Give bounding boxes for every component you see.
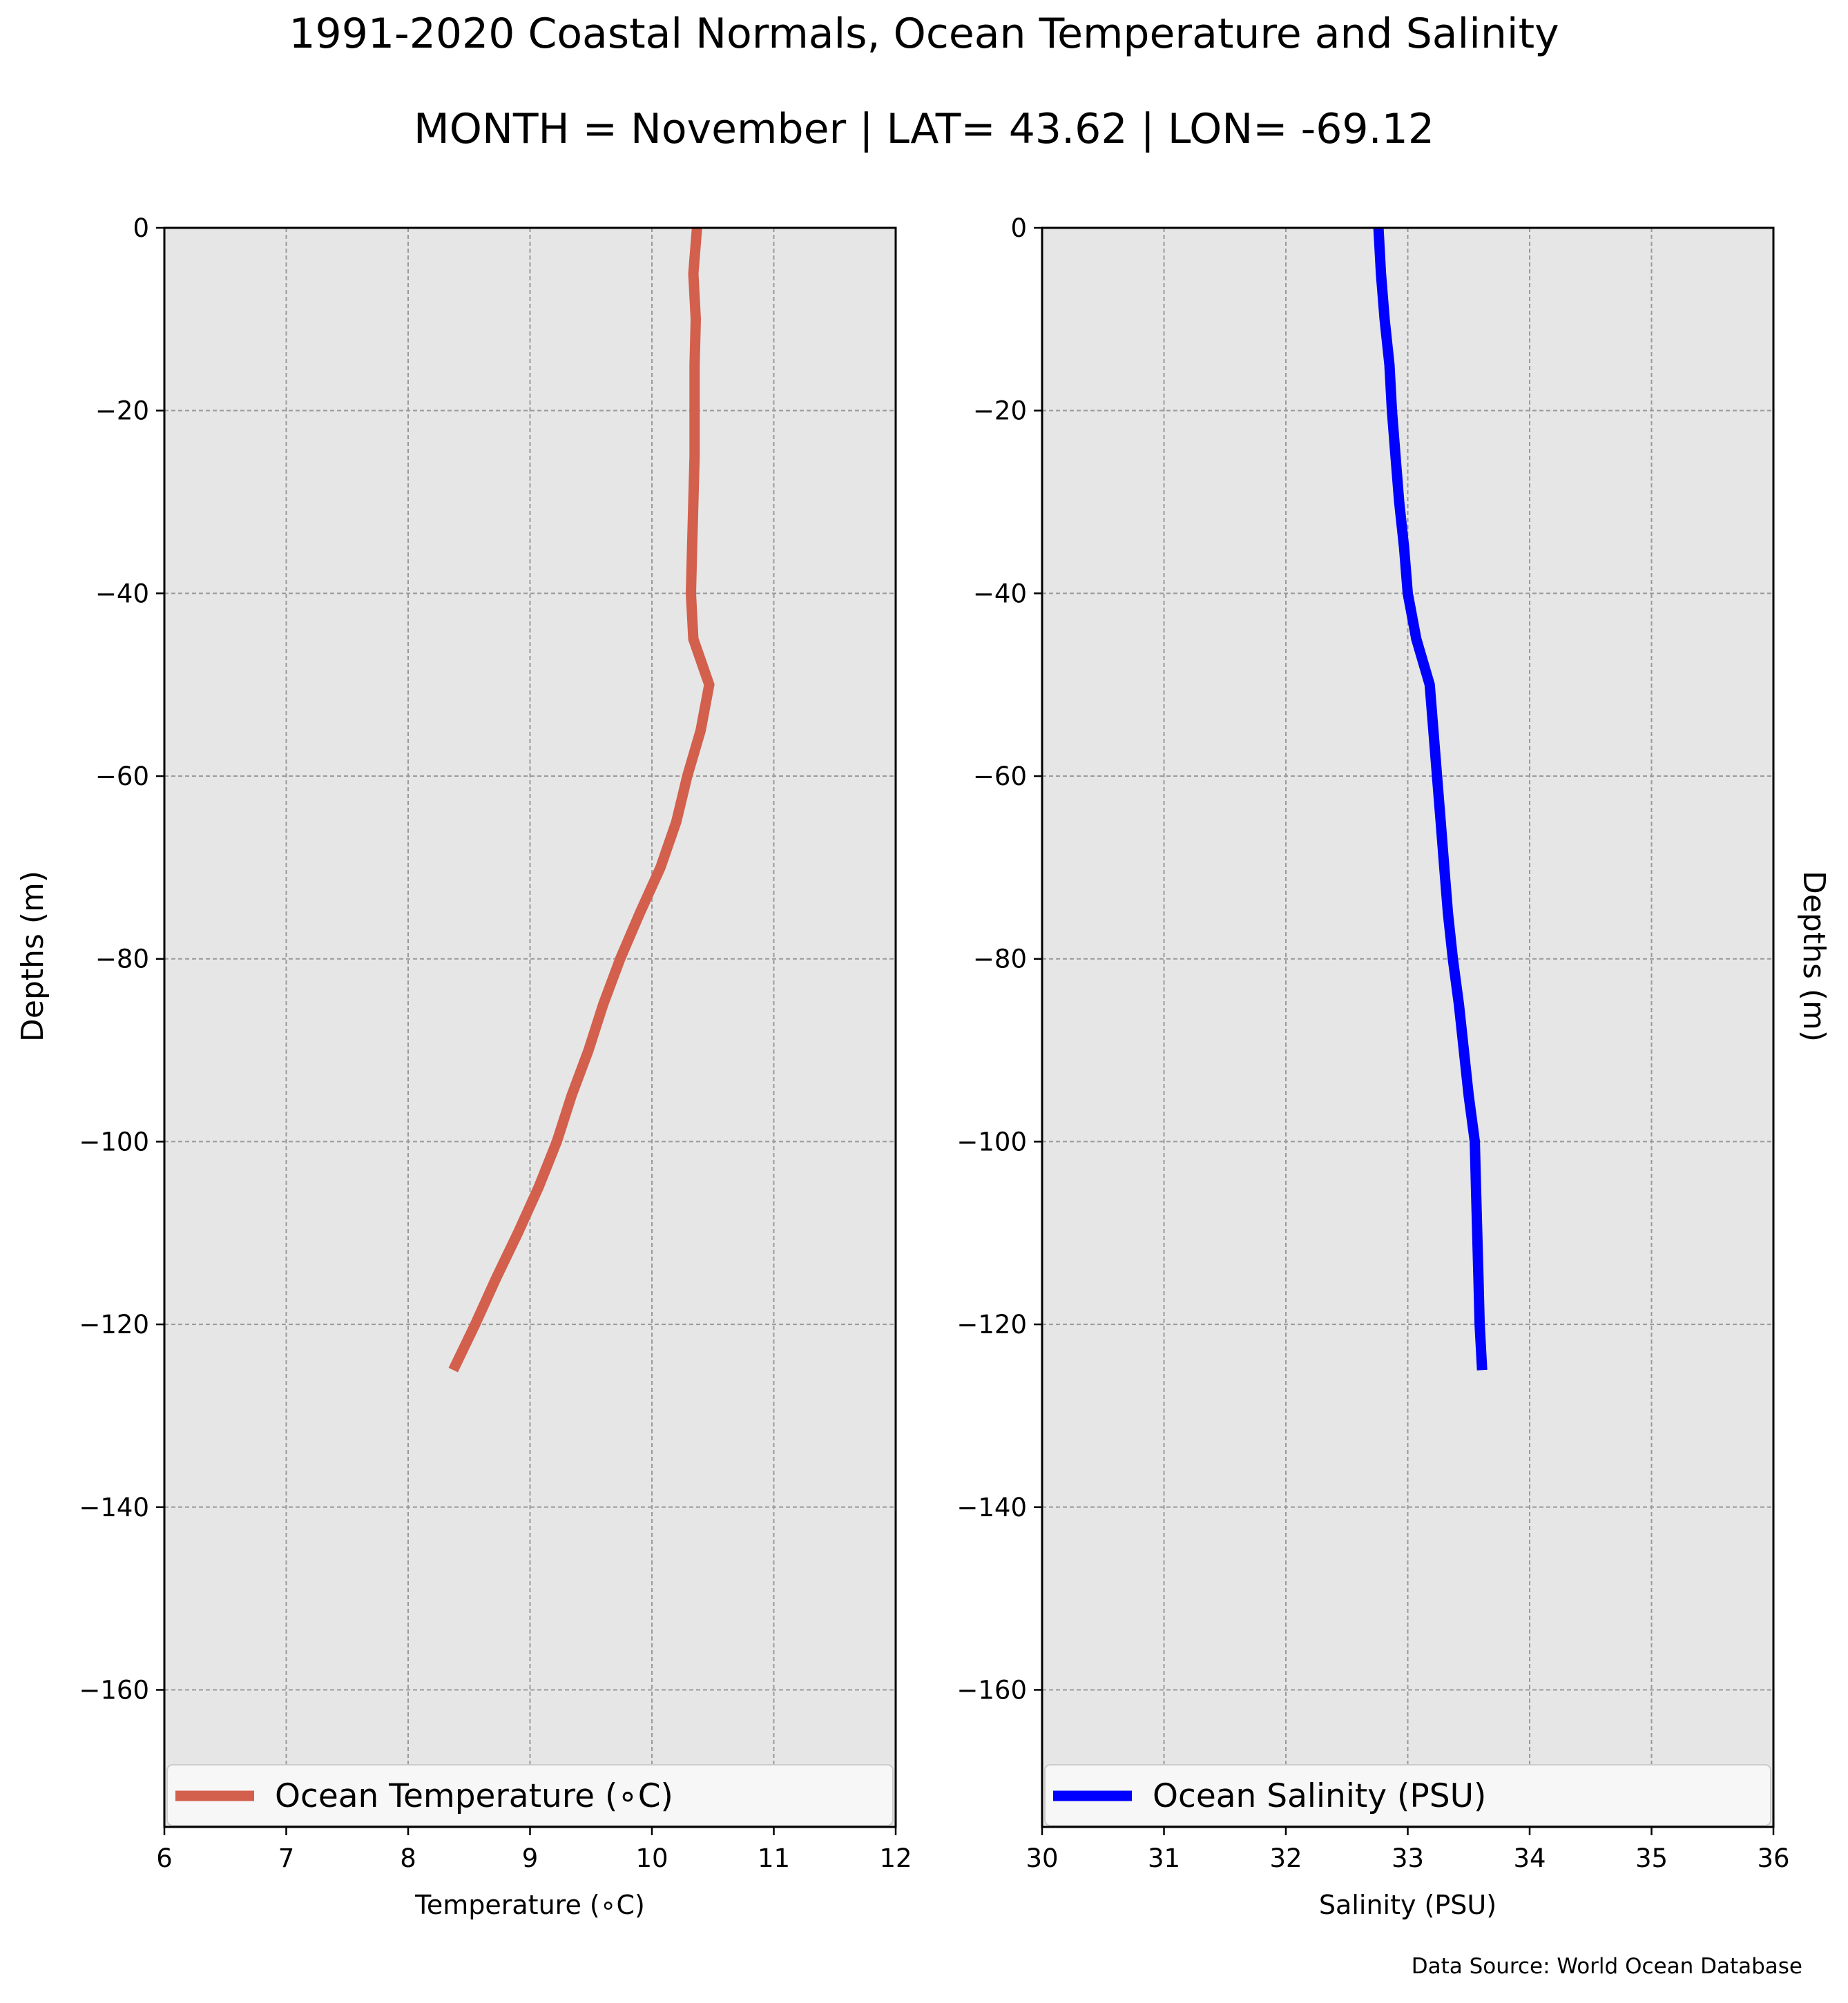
x-tick-label: 10 <box>635 1844 668 1873</box>
data-source-note: Data Source: World Ocean Database <box>1411 1954 1802 1979</box>
x-axis-label: Temperature (∘C) <box>414 1890 645 1920</box>
y-tick-label: −100 <box>79 1127 149 1157</box>
temperature-panel: Ocean Temperature (∘C) 6 7 8 9 10 11 12 0 −20 −40 −… <box>79 213 912 1920</box>
y-tick-label: 0 <box>1010 213 1027 243</box>
left-y-axis-label: Depths (m) <box>15 871 50 1042</box>
plot-area <box>164 228 896 1827</box>
legend <box>166 1764 894 1826</box>
x-axis-label: Salinity (PSU) <box>1319 1890 1496 1920</box>
y-tick-label: −120 <box>956 1310 1027 1339</box>
x-tick-label: 31 <box>1148 1844 1180 1873</box>
x-tick-label: 6 <box>156 1844 173 1873</box>
right-y-axis-label: Depths (m) <box>1796 871 1831 1042</box>
legend-label: Ocean Salinity (PSU) <box>1153 1777 1486 1815</box>
y-tick-label: −140 <box>79 1493 149 1522</box>
x-tick-label: 11 <box>758 1844 790 1873</box>
salinity-series-line <box>1373 227 1488 1371</box>
x-tick-label: 8 <box>400 1844 416 1873</box>
y-tick-label: −20 <box>973 396 1027 426</box>
x-tick-label: 7 <box>278 1844 295 1873</box>
x-tick-label: 34 <box>1513 1844 1546 1873</box>
y-tick-label: −80 <box>95 945 149 974</box>
temperature-series-line <box>448 227 715 1373</box>
y-tick-label: −100 <box>956 1127 1027 1157</box>
x-tick-label: 30 <box>1026 1844 1058 1873</box>
chart-subtitle: MONTH = November | LAT= 43.62 | LON= -69… <box>413 105 1435 153</box>
y-tick-label: −40 <box>95 579 149 608</box>
x-tick-label: 12 <box>879 1844 912 1873</box>
x-tick-label: 9 <box>522 1844 539 1873</box>
plot-area <box>1042 228 1773 1827</box>
x-tick-label: 33 <box>1392 1844 1424 1873</box>
y-tick-label: −40 <box>973 579 1027 608</box>
y-tick-label: −160 <box>956 1675 1027 1705</box>
y-tick-label: 0 <box>133 213 149 243</box>
y-tick-label: −20 <box>95 396 149 426</box>
legend <box>1044 1764 1771 1826</box>
legend-label: Ocean Temperature (∘C) <box>275 1777 673 1815</box>
x-tick-label: 32 <box>1269 1844 1302 1873</box>
salinity-panel: Ocean Salinity (PSU) 30 31 32 33 34 35 36 0 −20 −4… <box>956 213 1789 1920</box>
x-tick-label: 35 <box>1635 1844 1668 1873</box>
x-tick-label: 36 <box>1757 1844 1789 1873</box>
y-tick-label: −140 <box>956 1493 1027 1522</box>
y-tick-label: −80 <box>973 945 1027 974</box>
y-tick-label: −120 <box>79 1310 149 1339</box>
y-tick-label: −60 <box>95 762 149 791</box>
y-tick-label: −160 <box>79 1675 149 1705</box>
y-tick-label: −60 <box>973 762 1027 791</box>
chart-title: 1991-2020 Coastal Normals, Ocean Tempera… <box>289 10 1559 58</box>
